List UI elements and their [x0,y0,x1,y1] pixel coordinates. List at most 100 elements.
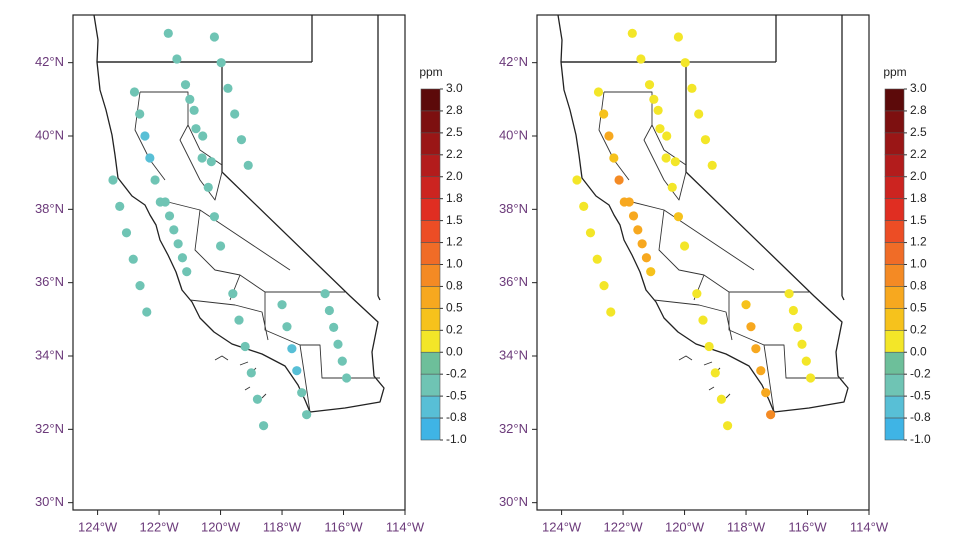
data-point [572,175,582,185]
colorbar-tick-label: -0.8 [910,410,931,424]
colorbar-tick-label: 0.8 [446,279,463,293]
colorbar-tick-label: 1.8 [446,191,463,205]
data-point [145,153,155,163]
data-point [593,87,604,97]
data-point [646,267,656,277]
colorbar-tick-label: -0.5 [910,388,931,402]
y-tick-label: 36°N [499,274,528,289]
data-point [751,344,761,354]
y-tick-label: 34°N [499,347,528,362]
y-tick-label: 30°N [35,494,64,509]
colorbar-tick-label: -0.5 [446,388,467,402]
colorbar-tick-label: 2.5 [446,125,463,139]
colorbar-box [884,395,905,419]
data-point [700,135,711,145]
colorbar-tick-label: 1.0 [910,257,927,271]
data-point [655,124,665,134]
colorbar-box [884,242,905,265]
x-tick-label: 122°W [139,519,179,534]
data-point [135,109,145,119]
colorbar-box [420,132,441,156]
data-point [704,341,714,352]
data-point [624,197,634,207]
data-point [252,394,263,404]
colorbar-box [420,198,441,221]
colorbar-box [884,110,905,134]
data-point [140,131,150,141]
colorbar-box [420,395,441,419]
colorbar-box [884,351,905,375]
data-point [172,54,182,64]
data-point [142,307,152,317]
colorbar-tick-label: 0.5 [446,301,463,315]
data-point [215,241,226,251]
colorbar-box [884,198,905,221]
data-point [216,58,226,68]
data-point [206,157,216,167]
data-point [230,109,240,119]
data-point [687,83,697,93]
data-point [694,109,704,119]
data-point [628,211,639,221]
x-tick-label: 114°W [386,519,425,534]
colorbar-box [884,264,905,287]
colorbar-tick-label: 1.5 [446,213,463,227]
colorbar-tick-label: -0.8 [446,410,467,424]
data-point [150,175,160,185]
data-point [637,239,647,249]
colorbar-box [884,176,905,199]
data-point [258,421,269,431]
data-point [653,105,663,115]
data-point [604,131,614,141]
x-tick-label: 122°W [603,519,643,534]
data-point [236,135,247,145]
colorbar-tick-label: 0.2 [910,322,927,336]
data-point [636,54,646,64]
y-tick-label: 30°N [499,494,528,509]
colorbar-tick-label: -1.0 [446,432,467,446]
colorbar-box [420,417,441,441]
data-point [121,228,132,238]
data-point [135,281,145,291]
data-point [788,305,798,316]
x-tick-label: 118°W [727,519,766,534]
data-point [234,315,244,325]
colorbar-tick-label: 1.5 [910,213,927,227]
x-tick-label: 124°W [542,519,582,534]
y-tick-label: 32°N [35,421,64,436]
colorbar-tick-label: 2.8 [446,103,463,117]
data-point [801,356,811,366]
colorbar-box [884,286,905,309]
data-point [609,153,619,163]
colorbar-box [420,88,441,112]
colorbar-tick-label: 2.2 [446,147,463,161]
colorbar-box [420,154,441,178]
data-point [277,300,287,310]
data-point [240,341,250,352]
data-point [329,322,339,332]
x-tick-label: 116°W [788,519,827,534]
data-point [667,182,677,192]
colorbar-tick-label: 2.8 [910,103,927,117]
data-point [599,109,609,119]
colorbar-box [884,417,905,441]
map-outline [94,15,384,412]
data-point [710,368,720,378]
y-tick-label: 42°N [35,54,64,69]
data-point [670,157,680,167]
data-point [169,225,179,235]
data-point [585,228,596,238]
colorbar-label: ppm [883,65,906,79]
data-point [292,366,302,376]
x-tick-label: 120°W [201,519,241,534]
data-point [756,366,766,376]
colorbar-box [884,308,905,331]
colorbar-tick-label: 0.5 [910,301,927,315]
data-point [746,322,756,332]
colorbar-tick-label: 1.2 [910,235,927,249]
plot-frame [536,14,870,511]
data-point [805,373,816,383]
y-tick-label: 42°N [499,54,528,69]
y-tick-label: 38°N [499,201,528,216]
data-point [614,175,624,185]
